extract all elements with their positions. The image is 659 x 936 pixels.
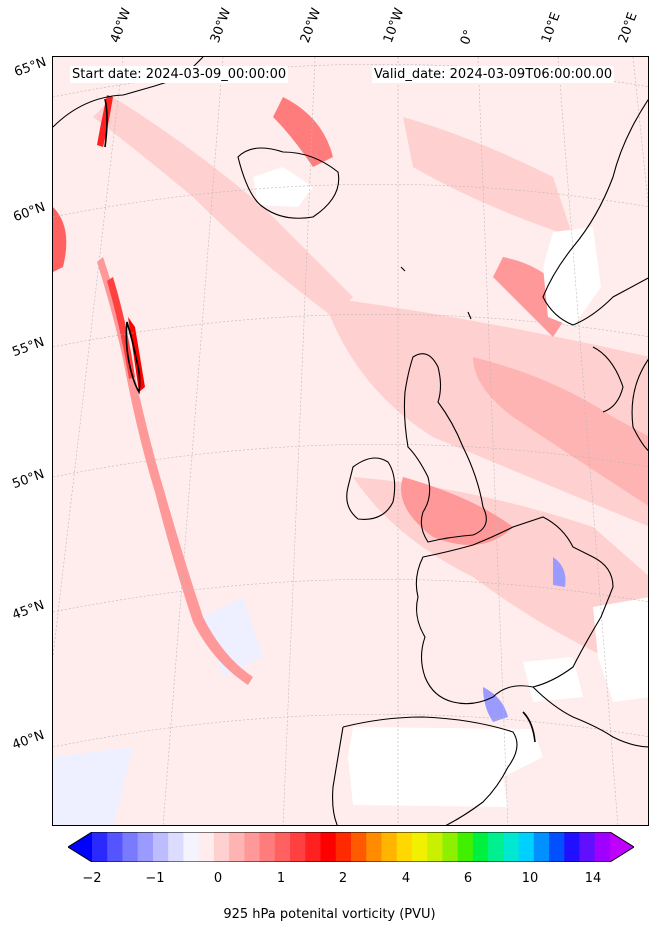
- colorbar-segment: [442, 832, 459, 862]
- colorbar-segment: [229, 832, 245, 862]
- colorbar: [68, 832, 634, 862]
- colorbar-segment: [579, 832, 596, 862]
- colorbar-segment: [594, 832, 611, 862]
- colorbar-segment: [503, 832, 520, 862]
- colorbar-segment: [274, 832, 291, 862]
- lon-label-20e: 20°E: [615, 10, 641, 46]
- colorbar-segment: [244, 832, 261, 862]
- colorbar-segment: [533, 832, 550, 862]
- colorbar-tick-neg1: −1: [145, 871, 165, 886]
- lon-label-40w: 40°W: [107, 6, 135, 45]
- colorbar-label: 925 hPa potenital vorticity (PVU): [223, 907, 436, 922]
- colorbar-segment: [457, 832, 474, 862]
- lon-label-10e: 10°E: [538, 10, 564, 46]
- colorbar-segment: [107, 832, 123, 862]
- lon-label-0: 0°: [457, 27, 478, 47]
- colorbar-tick-6: 6: [463, 871, 473, 886]
- lat-label-55n: 55°N: [10, 334, 47, 361]
- colorbar-segment: [137, 832, 154, 862]
- colorbar-tick-4: 4: [401, 871, 411, 886]
- colorbar-segment: [305, 832, 322, 862]
- colorbar-segment: [518, 832, 535, 862]
- colorbar-segment: [472, 832, 489, 862]
- lat-label-45n: 45°N: [10, 597, 47, 624]
- colorbar-segment: [351, 832, 367, 862]
- valid-date-label: Valid_date: 2024-03-09T06:00:00.00: [372, 66, 615, 83]
- colorbar-segment: [320, 832, 337, 862]
- lat-label-65n: 65°N: [12, 54, 49, 81]
- colorbar-segment: [427, 832, 443, 862]
- colorbar-tick-neg2: −2: [82, 871, 102, 886]
- colorbar-tick-1: 1: [276, 871, 286, 886]
- lat-label-40n: 40°N: [10, 727, 47, 754]
- colorbar-segment: [92, 832, 108, 862]
- map-field: [53, 57, 648, 825]
- colorbar-segment: [198, 832, 215, 862]
- lon-label-10w: 10°W: [380, 6, 408, 45]
- lon-label-20w: 20°W: [297, 6, 325, 45]
- colorbar-segment: [488, 832, 504, 862]
- colorbar-segment: [213, 832, 230, 862]
- colorbar-segment: [290, 832, 306, 862]
- start-date-label: Start date: 2024-03-09_00:00:00: [70, 66, 289, 83]
- colorbar-tick-10: 10: [521, 871, 539, 886]
- colorbar-segment: [152, 832, 169, 862]
- colorbar-segment: [168, 832, 184, 862]
- colorbar-segment: [366, 832, 382, 862]
- colorbar-segment: [335, 832, 352, 862]
- colorbar-segment: [259, 832, 276, 862]
- colorbar-segment: [183, 832, 200, 862]
- lon-label-30w: 30°W: [207, 6, 235, 45]
- colorbar-segment: [122, 832, 139, 862]
- colorbar-segment: [564, 832, 581, 862]
- colorbar-tick-14: 14: [584, 871, 602, 886]
- map-panel: [52, 56, 649, 826]
- colorbar-segment: [396, 832, 413, 862]
- lat-label-60n: 60°N: [11, 199, 48, 226]
- colorbar-extend-min: [68, 832, 92, 862]
- colorbar-segment: [381, 832, 398, 862]
- colorbar-tick-0: 0: [213, 871, 223, 886]
- colorbar-extend-max: [610, 832, 634, 862]
- colorbar-tick-2: 2: [338, 871, 348, 886]
- colorbar-segment: [549, 832, 565, 862]
- colorbar-segment: [411, 832, 428, 862]
- lat-label-50n: 50°N: [10, 466, 47, 493]
